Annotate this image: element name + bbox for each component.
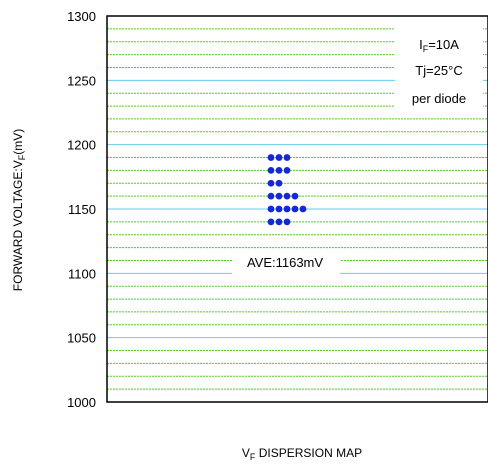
conditions-box bbox=[395, 27, 483, 117]
y-tick-label: 1300 bbox=[67, 9, 96, 24]
data-point bbox=[275, 167, 283, 174]
data-point bbox=[267, 192, 275, 200]
plot-frame bbox=[106, 15, 488, 403]
y-tick-label: 1050 bbox=[67, 331, 96, 346]
average-box bbox=[232, 250, 340, 274]
data-point bbox=[283, 205, 291, 213]
condition-temperature: Tj=25°C bbox=[415, 63, 462, 78]
data-point bbox=[299, 205, 307, 213]
data-point bbox=[283, 218, 291, 226]
y-tick-label: 1250 bbox=[67, 73, 96, 88]
x-axis-title: VF DISPERSION MAP bbox=[242, 446, 362, 462]
condition-per-diode: per diode bbox=[412, 91, 466, 106]
data-point bbox=[275, 205, 283, 213]
data-point bbox=[275, 179, 283, 187]
data-point bbox=[267, 218, 275, 226]
y-axis-title: FORWARD VOLTAGE:VF(mV) bbox=[11, 129, 27, 291]
data-point bbox=[283, 154, 291, 161]
data-point bbox=[275, 192, 283, 200]
y-tick-label: 1200 bbox=[67, 138, 96, 153]
y-tick-label: 1000 bbox=[67, 395, 96, 410]
grid-lines bbox=[107, 28, 488, 390]
y-tick-label: 1150 bbox=[68, 202, 96, 217]
data-point bbox=[291, 205, 299, 213]
data-point bbox=[275, 218, 283, 226]
data-point bbox=[267, 179, 275, 187]
data-point bbox=[267, 205, 275, 213]
data-point bbox=[283, 167, 291, 174]
condition-current: IF=10A bbox=[419, 37, 459, 54]
data-point bbox=[275, 154, 283, 161]
data-point bbox=[267, 154, 275, 161]
data-point bbox=[283, 192, 291, 200]
data-points bbox=[267, 154, 307, 226]
y-tick-label: 1100 bbox=[68, 266, 96, 281]
data-point bbox=[291, 192, 299, 200]
data-point bbox=[267, 167, 275, 174]
y-axis-ticks: 1000 1050 1100 1150 1200 1250 1300 bbox=[67, 9, 96, 410]
average-label: AVE:1163mV bbox=[247, 255, 323, 270]
